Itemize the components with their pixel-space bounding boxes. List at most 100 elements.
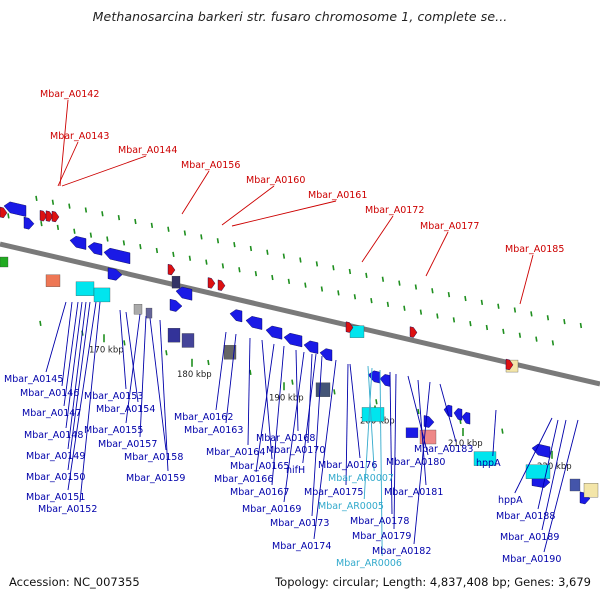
- middle-tick-mark: [139, 244, 142, 250]
- scale-tick-label: 170 kbp: [89, 345, 124, 355]
- cds-arrow-reverse: [175, 286, 193, 301]
- middle-tick-mark: [304, 282, 307, 288]
- gene-label: Mbar_A0150: [26, 472, 85, 483]
- cds-arrow-reverse: [103, 247, 131, 265]
- inner-tick-mark: [501, 428, 504, 434]
- outer-tick-mark: [183, 230, 187, 236]
- outer-tick-mark: [282, 253, 286, 259]
- gene-label: Mbar_A0160: [246, 175, 305, 186]
- outer-tick-mark: [464, 295, 467, 302]
- leader-line: [215, 331, 227, 411]
- gene-label: Mbar_A0185: [505, 244, 564, 255]
- rrna-box: [525, 464, 551, 479]
- misc-feature-box: [569, 478, 581, 492]
- misc-feature-box: [583, 483, 599, 498]
- gene-label: Mbar_A0146: [20, 388, 79, 399]
- misc-feature-box: [0, 256, 9, 268]
- middle-tick-mark: [271, 274, 274, 281]
- cds-arrow-reverse: [69, 236, 87, 250]
- cds-arrow-reverse: [265, 325, 283, 340]
- cds-arrow-reverse: [303, 340, 319, 354]
- middle-tick-mark: [436, 313, 439, 319]
- cds-arrow-reverse: [283, 332, 303, 348]
- leader-line: [79, 301, 101, 503]
- gene-label: Mbar_A0188: [496, 511, 555, 522]
- outer-tick-mark: [497, 303, 500, 309]
- leader-line: [45, 301, 67, 373]
- cds-arrow-reverse: [367, 370, 381, 384]
- misc-feature-box: [171, 275, 181, 289]
- backbone-layer: [0, 241, 600, 387]
- leader-line: [393, 373, 397, 530]
- misc-feature-box: [315, 382, 331, 397]
- gene-label: Mbar_A0168: [256, 433, 315, 444]
- inner-tick-mark: [123, 340, 126, 346]
- inner-tick-mark: [375, 399, 378, 405]
- leader-line: [221, 185, 275, 226]
- misc-feature-box: [45, 274, 61, 287]
- gene-label: Mbar_A0159: [126, 473, 185, 484]
- leader-line: [67, 301, 87, 450]
- gene-label: Mbar_A0169: [242, 504, 301, 515]
- cds-arrow-reverse: [319, 348, 333, 362]
- misc-feature-box: [133, 304, 143, 315]
- outer-tick-mark: [266, 249, 269, 255]
- inner-tick-mark: [39, 320, 42, 326]
- middle-tick-mark: [469, 321, 472, 327]
- gene-label: Mbar_A0161: [308, 190, 367, 201]
- leader-line: [63, 301, 79, 407]
- leader-line: [363, 367, 373, 500]
- leader-line: [349, 363, 361, 459]
- accession-text: Accession: NC_007355: [9, 575, 140, 589]
- leader-line: [541, 419, 567, 531]
- gene-label: Mbar_A0163: [184, 425, 243, 436]
- trna-marker: [51, 210, 60, 223]
- gene-label: Mbar_A0175: [304, 487, 363, 498]
- labels-layer: Mbar_A0142 Mbar_A0143 Mbar_A0144 Mbar_A0156…: [4, 89, 564, 569]
- middle-tick-mark: [320, 286, 324, 292]
- leader-line: [389, 371, 393, 515]
- inner-tick-mark: [249, 369, 252, 375]
- middle-tick-mark: [56, 224, 60, 231]
- outer-tick-mark: [431, 288, 434, 294]
- gene-label: Mbar_A0151: [26, 492, 85, 503]
- leader-line: [519, 254, 534, 305]
- cds-arrow-forward: [107, 267, 123, 281]
- outer-tick-mark: [348, 268, 352, 275]
- middle-tick-mark: [287, 278, 291, 284]
- inner-tick-mark: [291, 379, 294, 385]
- leader-line: [417, 379, 427, 486]
- leader-line: [139, 315, 147, 438]
- leader-line: [225, 333, 237, 424]
- middle-tick-mark: [106, 236, 109, 242]
- outer-tick-mark: [101, 211, 104, 217]
- middle-tick-mark: [238, 267, 241, 273]
- cds-arrow-reverse: [245, 316, 263, 330]
- leader-line: [425, 231, 449, 277]
- leader-line: [159, 319, 169, 472]
- cds-arrow-reverse: [3, 201, 27, 217]
- middle-tick-mark: [221, 263, 225, 269]
- chromosome-backbone: [0, 241, 600, 387]
- cds-arrow-reverse: [87, 242, 103, 256]
- gene-label: Mbar_A0179: [352, 531, 411, 542]
- leader-line: [181, 170, 210, 215]
- leader-line: [119, 309, 127, 390]
- gene-label: Mbar_A0174: [272, 541, 331, 552]
- leader-line: [345, 363, 349, 486]
- leader-line: [514, 417, 553, 494]
- gene-label: Mbar_A0148: [24, 430, 83, 441]
- gene-label: Mbar_A0149: [26, 451, 85, 462]
- leader-line: [492, 409, 497, 457]
- middle-tick-mark: [73, 228, 76, 234]
- leader-line: [379, 369, 383, 557]
- gene-label: Mbar_A0177: [420, 221, 479, 232]
- map-title: Methanosarcina barkeri str. fusaro chrom…: [92, 9, 508, 24]
- middle-tick-mark: [337, 290, 340, 296]
- outer-tick-mark: [530, 311, 533, 317]
- cds-arrow-reverse: [453, 408, 463, 421]
- scale-tick-label: 220 kbp: [537, 462, 572, 472]
- leader-lines-layer: [45, 99, 579, 557]
- outer-tick-mark: [150, 222, 154, 228]
